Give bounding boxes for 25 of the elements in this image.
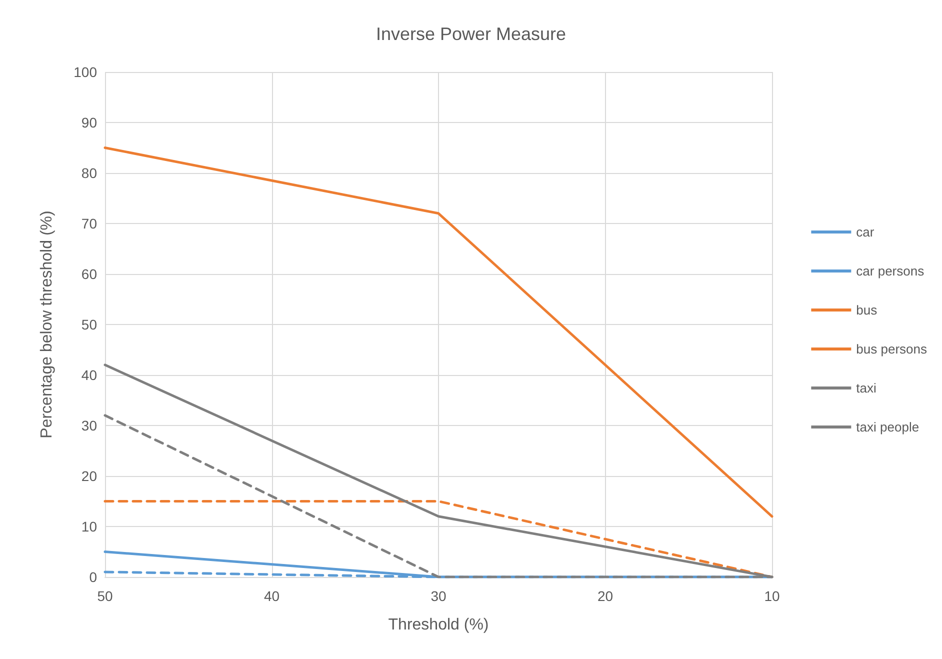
x-axis-title: Threshold (%) xyxy=(388,616,489,634)
y-tick-label: 70 xyxy=(81,216,98,232)
y-axis-title: Percentage below threshold (%) xyxy=(38,210,56,438)
y-tick-label: 20 xyxy=(81,468,98,484)
y-tick-label: 80 xyxy=(81,165,98,181)
chart-title: Inverse Power Measure xyxy=(376,24,566,44)
x-tick-label: 10 xyxy=(764,588,780,604)
y-tick-label: 10 xyxy=(81,518,98,534)
y-tick-label: 60 xyxy=(81,266,98,282)
legend-label: taxi people xyxy=(856,420,920,434)
y-tick-label: 90 xyxy=(81,114,98,130)
legend-label: car xyxy=(856,224,875,240)
y-tick-label: 50 xyxy=(81,316,98,332)
y-tick-label: 100 xyxy=(74,64,98,80)
x-tick-label: 50 xyxy=(97,588,113,604)
x-tick-label: 30 xyxy=(430,588,446,604)
y-tick-label: 40 xyxy=(81,367,98,383)
legend-label: bus persons xyxy=(856,342,928,356)
x-tick-label: 40 xyxy=(264,588,280,604)
y-tick-label: 30 xyxy=(81,418,98,434)
y-tick-label: 0 xyxy=(89,569,98,585)
legend-label: taxi xyxy=(856,380,877,396)
legend-label: car persons xyxy=(856,264,925,278)
x-tick-label: 20 xyxy=(597,588,614,604)
legend-label: bus xyxy=(856,302,878,318)
